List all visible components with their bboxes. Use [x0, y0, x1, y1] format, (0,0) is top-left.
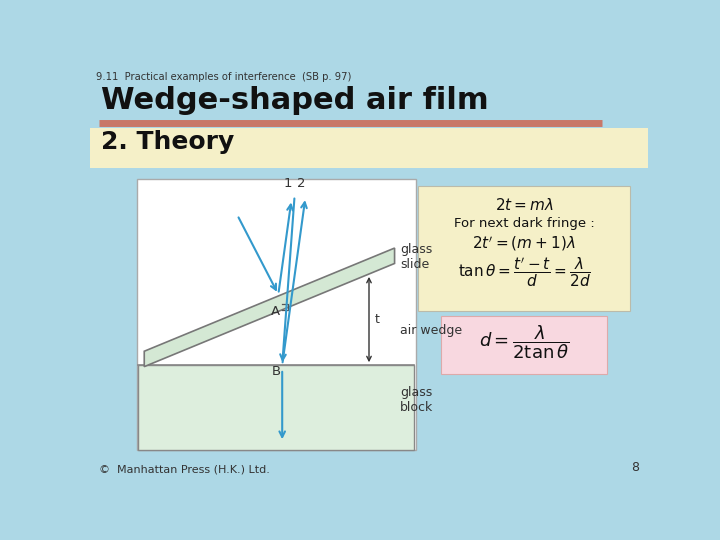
Text: $2t = m\lambda$: $2t = m\lambda$ [495, 197, 554, 213]
Text: glass
block: glass block [400, 386, 433, 414]
Text: B: B [271, 364, 281, 378]
Text: ©  Manhattan Press (H.K.) Ltd.: © Manhattan Press (H.K.) Ltd. [99, 464, 270, 475]
Text: 2. Theory: 2. Theory [101, 130, 234, 154]
Text: 8: 8 [631, 462, 639, 475]
Text: glass
slide: glass slide [400, 244, 432, 271]
FancyBboxPatch shape [418, 186, 630, 311]
Bar [137, 179, 415, 450]
FancyBboxPatch shape [441, 316, 607, 374]
Text: $2t' = (m+1)\lambda$: $2t' = (m+1)\lambda$ [472, 234, 576, 253]
Text: A: A [271, 305, 281, 318]
Text: $\tan\theta = \dfrac{t'-t}{d} = \dfrac{\lambda}{2d}$: $\tan\theta = \dfrac{t'-t}{d} = \dfrac{\… [458, 256, 590, 289]
Polygon shape [144, 248, 395, 367]
Text: t: t [374, 313, 379, 326]
Bar [138, 365, 414, 450]
Text: 1: 1 [284, 177, 292, 190]
Bar [90, 128, 648, 168]
Text: air wedge: air wedge [400, 324, 462, 337]
Text: $d = \dfrac{\lambda}{2\tan\theta}$: $d = \dfrac{\lambda}{2\tan\theta}$ [479, 323, 570, 361]
Text: 9.11  Practical examples of interference  (SB p. 97): 9.11 Practical examples of interference … [96, 72, 351, 83]
Text: Wedge-shaped air film: Wedge-shaped air film [101, 86, 488, 116]
Text: For next dark fringe :: For next dark fringe : [454, 217, 595, 230]
Text: 2: 2 [297, 177, 305, 190]
